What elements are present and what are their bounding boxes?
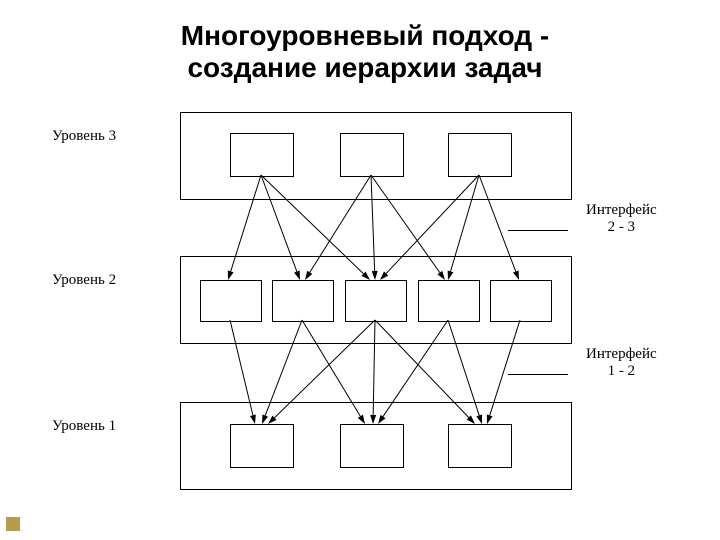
level2-box-0 [200,280,262,322]
level3-box-0 [230,133,294,177]
level-label-0: Уровень 3 [52,128,116,145]
level-label-2: Уровень 1 [52,418,116,435]
level3-box-1 [340,133,404,177]
level3-box-2 [448,133,512,177]
page-title: Многоуровневый подход - создание иерархи… [95,20,635,84]
title-line-1: Многоуровневый подход - [181,20,550,51]
interface-tick-0 [508,230,568,231]
interface-label-0: Интерфейс2 - 3 [586,202,657,235]
interface-label-1: Интерфейс1 - 2 [586,346,657,379]
level1-box-2 [448,424,512,468]
level2-box-3 [418,280,480,322]
title-line-2: создание иерархии задач [187,52,542,83]
level1-box-1 [340,424,404,468]
level2-box-4 [490,280,552,322]
level-label-1: Уровень 2 [52,272,116,289]
level2-box-1 [272,280,334,322]
accent-bar [6,517,20,531]
interface-tick-1 [508,374,568,375]
level2-box-2 [345,280,407,322]
level1-box-0 [230,424,294,468]
